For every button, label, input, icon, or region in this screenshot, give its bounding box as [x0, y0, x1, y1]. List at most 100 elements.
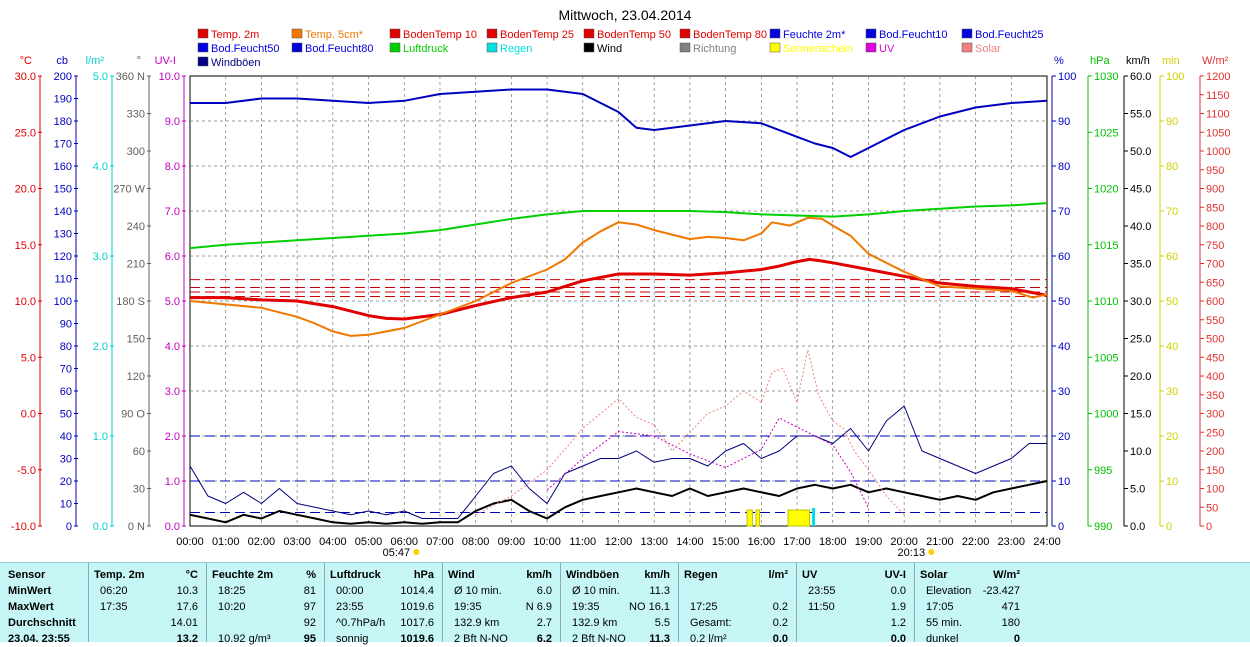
stats-cell-note: 17:25: [690, 601, 718, 613]
stats-unit: %: [306, 569, 316, 581]
stats-cell-value: 0.2: [772, 601, 788, 613]
axis-tick-label: 0: [1058, 521, 1064, 533]
stats-header: Feuchte 2m: [212, 569, 274, 581]
axis-tick-label: 1050: [1206, 127, 1230, 139]
legend: Temp. 2m Temp. 5cm* BodenTemp 10 BodenTemp …: [197, 28, 1044, 69]
legend-label: Regen: [500, 43, 532, 55]
stats-cell-value: N 6.9: [525, 601, 552, 613]
axis-unit-left: cb: [56, 55, 68, 67]
stats-cell-note: sonnig: [336, 633, 369, 645]
axis-tick-label: 180 S: [116, 296, 145, 308]
stats-header: Wind: [448, 569, 475, 581]
stats-cell-value: 2.7: [536, 617, 552, 629]
stats-unit: UV-I: [884, 569, 906, 581]
series-temp-2m: [190, 257, 1048, 321]
axis-tick-label: 70: [1058, 206, 1070, 218]
legend-swatch: [679, 28, 691, 39]
legend-label: UV: [879, 43, 895, 55]
legend-swatch: [197, 28, 209, 39]
axis-tick-label: 1.0: [93, 431, 108, 443]
axis-tick-label: 120: [54, 251, 72, 263]
axis-tick-label: 2.0: [165, 431, 180, 443]
axis-tick-label: 80: [60, 341, 72, 353]
x-tick-label: 13:00: [640, 536, 668, 548]
stats-cell-value: 97: [303, 601, 316, 613]
reference-lines: [190, 279, 1047, 513]
axis-tick-label: 0 N: [128, 521, 145, 533]
axis-tick-label: 6.0: [165, 251, 180, 263]
axis-tick-label: 10.0: [1130, 446, 1151, 458]
sunset-label: 20:13: [898, 547, 926, 559]
legend-swatch: [865, 28, 877, 39]
axis-tick-label: -5.0: [17, 465, 36, 477]
axis-tick-label: 0.0: [93, 521, 108, 533]
stats-table: Sensor Temp. 2m °C Feuchte 2m% Luftdruck hPa W…: [0, 562, 1250, 645]
stats-cell-value: 6.2: [536, 633, 552, 645]
axis-tick-label: 1025: [1094, 127, 1118, 139]
series-luftdruck: [189, 202, 1048, 250]
x-tick-label: 23:00: [998, 536, 1026, 548]
axis-tick-label: 4.0: [93, 161, 108, 173]
stats-cell-value: 0.0: [890, 585, 906, 597]
stats-cell-value: 1.9: [890, 601, 906, 613]
axis-tick-label: 30.0: [15, 71, 36, 83]
stats-cell-note: 11:50: [808, 601, 835, 613]
axis-tick-label: 35.0: [1130, 259, 1151, 271]
axis-tick-label: 190: [54, 94, 72, 106]
stats-cell-note: ^0.7hPa/h: [336, 617, 386, 629]
axis-tick-label: 750: [1206, 240, 1224, 252]
x-tick-label: 00:00: [176, 536, 204, 548]
stats-cell-value: 0: [1013, 633, 1020, 645]
axis-tick-label: 5.0: [93, 71, 108, 83]
stats-cell-note: Elevation: [926, 585, 972, 597]
legend-label: BodenTemp 25: [500, 29, 574, 41]
stats-header: Solar: [920, 569, 948, 581]
axis-tick-label: 0.0: [21, 409, 36, 421]
legend-label: Bod.Feucht10: [879, 29, 948, 41]
axis-tick-label: 120: [127, 371, 145, 383]
stats-cell-note: Gesamt:: [690, 617, 732, 629]
stats-cell-note: 23:55: [336, 601, 364, 613]
axis-tick-label: 50: [60, 409, 72, 421]
stats-unit: °C: [185, 569, 198, 581]
axis-tick-label: 100: [1206, 484, 1224, 496]
series-windb-en: [189, 405, 1047, 519]
axis-tick-label: 20: [1058, 431, 1070, 443]
axis-tick-label: 10: [1166, 476, 1178, 488]
axis-tick-label: -10.0: [11, 521, 36, 533]
stats-cell-value: 1017.6: [400, 617, 434, 629]
axis-tick-label: 50.0: [1130, 146, 1151, 158]
axis-tick-label: 180: [54, 116, 72, 128]
legend-swatch: [961, 28, 973, 39]
axis-tick-label: 60: [133, 446, 145, 458]
sunrise-label: 05:47: [383, 547, 411, 559]
stats-cell-note: 19:35: [572, 601, 600, 613]
axis-tick-label: 0: [1166, 521, 1172, 533]
axis-tick-label: 8.0: [165, 161, 180, 173]
legend-swatch: [389, 42, 401, 53]
axis-tick-label: 1005: [1094, 352, 1118, 364]
axis-tick-label: 3.0: [93, 251, 108, 263]
axis-tick-label: 60.0: [1130, 71, 1151, 83]
legend-label: Sonnenschein: [783, 43, 853, 55]
stats-row-label: MaxWert: [8, 601, 54, 613]
axes: °C 30.0 25.0 20.0 15.0 10.0 5.0 0.0 -5.0 -10.0 cb 2…: [11, 55, 1231, 533]
stats-cell-note: 23:55: [808, 585, 836, 597]
axis-tick-label: 30: [133, 484, 145, 496]
legend-swatch: [961, 42, 973, 53]
sunshine-bar: [787, 509, 811, 527]
axis-tick-label: 330: [127, 109, 145, 121]
axis-tick-label: 1200: [1206, 71, 1230, 83]
stats-divider: [796, 563, 797, 642]
stats-cell-value: 13.2: [176, 633, 198, 645]
stats-cell-note: 19:35: [454, 601, 482, 613]
axis-tick-label: 5.0: [165, 296, 180, 308]
x-tick-label: 15:00: [712, 536, 740, 548]
x-tick-label: 05:00: [355, 536, 383, 548]
axis-tick-label: 30: [60, 454, 72, 466]
axis-tick-label: 1030: [1094, 71, 1118, 83]
legend-label: Temp. 2m: [211, 29, 259, 41]
axis-tick-label: 20: [60, 476, 72, 488]
weather-chart: Mittwoch, 23.04.2014 Temp. 2m Temp. 5cm* B…: [11, 7, 1231, 559]
axis-tick-label: 600: [1206, 296, 1224, 308]
